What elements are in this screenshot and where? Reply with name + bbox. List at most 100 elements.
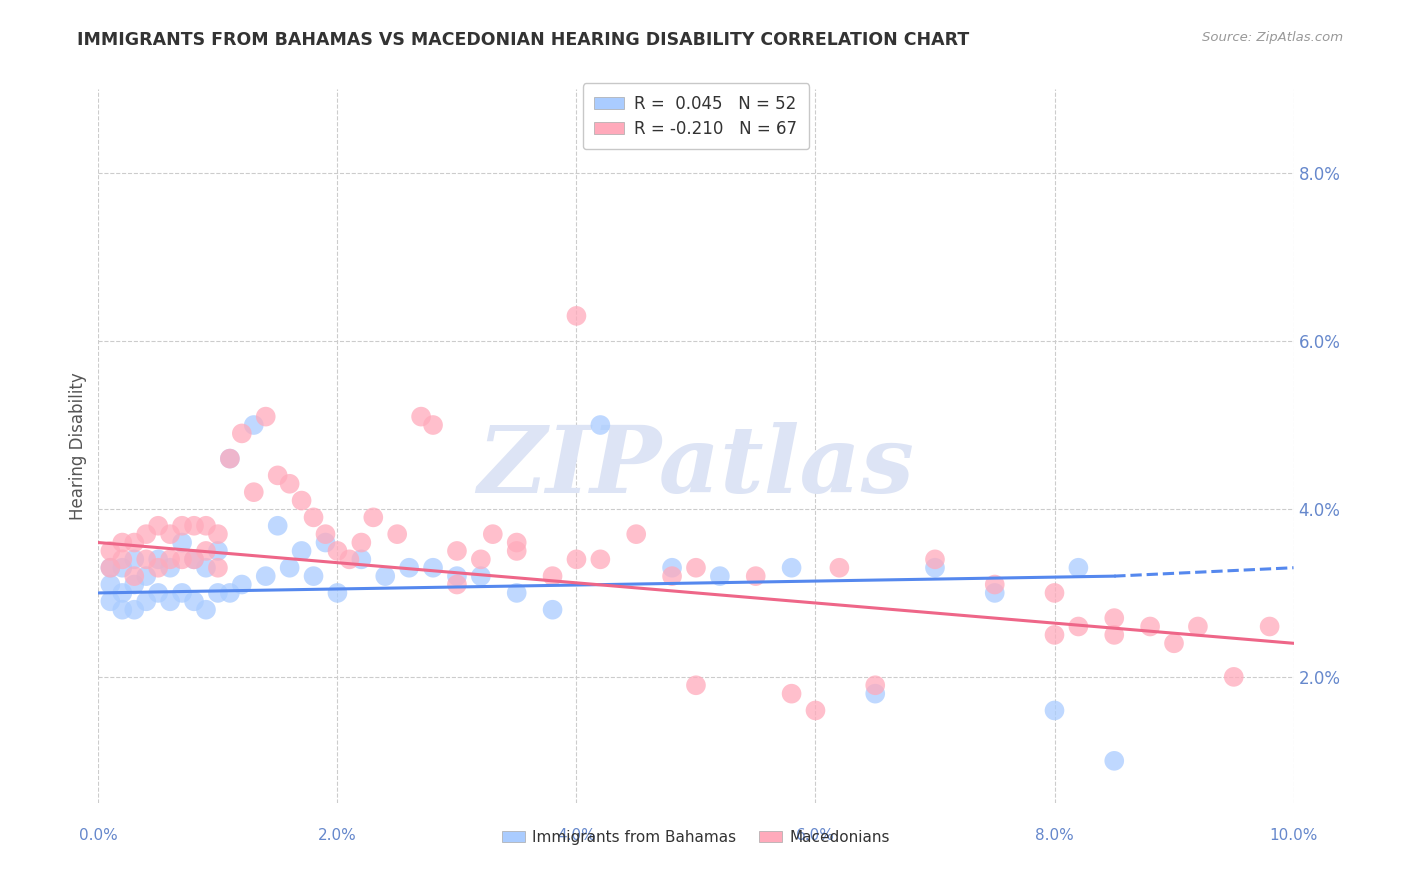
- Point: [1258, 619, 1281, 633]
- Point: [315, 527, 337, 541]
- Point: [159, 527, 181, 541]
- Point: [207, 527, 229, 541]
- Point: [148, 518, 170, 533]
- Point: [924, 552, 946, 566]
- Point: [243, 485, 266, 500]
- Point: [111, 560, 134, 574]
- Point: [219, 451, 242, 466]
- Point: [780, 687, 803, 701]
- Text: IMMIGRANTS FROM BAHAMAS VS MACEDONIAN HEARING DISABILITY CORRELATION CHART: IMMIGRANTS FROM BAHAMAS VS MACEDONIAN HE…: [77, 31, 970, 49]
- Point: [411, 409, 433, 424]
- Point: [984, 577, 1007, 591]
- Point: [291, 544, 314, 558]
- Point: [541, 603, 564, 617]
- Point: [828, 560, 851, 574]
- Point: [865, 687, 887, 701]
- Point: [363, 510, 385, 524]
- Point: [685, 560, 707, 574]
- Point: [1043, 628, 1066, 642]
- Point: [195, 518, 218, 533]
- Point: [148, 560, 170, 574]
- Point: [780, 560, 803, 574]
- Point: [111, 586, 134, 600]
- Point: [111, 535, 134, 549]
- Point: [159, 552, 181, 566]
- Point: [159, 560, 181, 574]
- Point: [1104, 754, 1126, 768]
- Point: [709, 569, 731, 583]
- Point: [183, 518, 205, 533]
- Point: [685, 678, 707, 692]
- Point: [374, 569, 396, 583]
- Point: [565, 309, 588, 323]
- Point: [745, 569, 768, 583]
- Point: [135, 594, 157, 608]
- Point: [207, 544, 229, 558]
- Text: 4.0%: 4.0%: [557, 828, 596, 843]
- Point: [506, 544, 529, 558]
- Point: [124, 535, 146, 549]
- Point: [291, 493, 314, 508]
- Point: [589, 417, 612, 432]
- Point: [183, 552, 205, 566]
- Point: [326, 544, 349, 558]
- Point: [315, 535, 337, 549]
- Point: [98, 560, 122, 574]
- Point: [446, 544, 468, 558]
- Y-axis label: Hearing Disability: Hearing Disability: [69, 372, 87, 520]
- Point: [267, 468, 290, 483]
- Point: [1043, 586, 1066, 600]
- Point: [231, 426, 253, 441]
- Point: [984, 586, 1007, 600]
- Point: [626, 527, 648, 541]
- Text: 2.0%: 2.0%: [318, 828, 357, 843]
- Point: [135, 569, 157, 583]
- Point: [1043, 703, 1066, 717]
- Point: [385, 527, 409, 541]
- Text: 6.0%: 6.0%: [796, 828, 835, 843]
- Point: [195, 560, 218, 574]
- Point: [565, 552, 588, 566]
- Point: [350, 535, 373, 549]
- Point: [422, 560, 444, 574]
- Point: [1104, 628, 1126, 642]
- Point: [219, 451, 242, 466]
- Point: [243, 417, 266, 432]
- Point: [98, 544, 122, 558]
- Point: [1104, 611, 1126, 625]
- Point: [1187, 619, 1209, 633]
- Point: [326, 586, 349, 600]
- Point: [172, 535, 194, 549]
- Text: 0.0%: 0.0%: [79, 828, 118, 843]
- Point: [446, 569, 468, 583]
- Point: [183, 594, 205, 608]
- Point: [172, 552, 194, 566]
- Point: [195, 544, 218, 558]
- Point: [470, 569, 492, 583]
- Point: [98, 577, 122, 591]
- Point: [661, 569, 683, 583]
- Point: [254, 409, 277, 424]
- Point: [339, 552, 361, 566]
- Point: [124, 569, 146, 583]
- Point: [541, 569, 564, 583]
- Text: Source: ZipAtlas.com: Source: ZipAtlas.com: [1202, 31, 1343, 45]
- Point: [470, 552, 492, 566]
- Point: [148, 586, 170, 600]
- Point: [172, 586, 194, 600]
- Point: [1163, 636, 1185, 650]
- Point: [148, 552, 170, 566]
- Text: 8.0%: 8.0%: [1035, 828, 1074, 843]
- Point: [124, 552, 146, 566]
- Point: [98, 594, 122, 608]
- Point: [183, 552, 205, 566]
- Point: [278, 560, 301, 574]
- Point: [398, 560, 420, 574]
- Text: ZIPatlas: ZIPatlas: [478, 423, 914, 512]
- Point: [207, 586, 229, 600]
- Point: [195, 603, 218, 617]
- Point: [804, 703, 827, 717]
- Point: [278, 476, 301, 491]
- Point: [865, 678, 887, 692]
- Point: [446, 577, 468, 591]
